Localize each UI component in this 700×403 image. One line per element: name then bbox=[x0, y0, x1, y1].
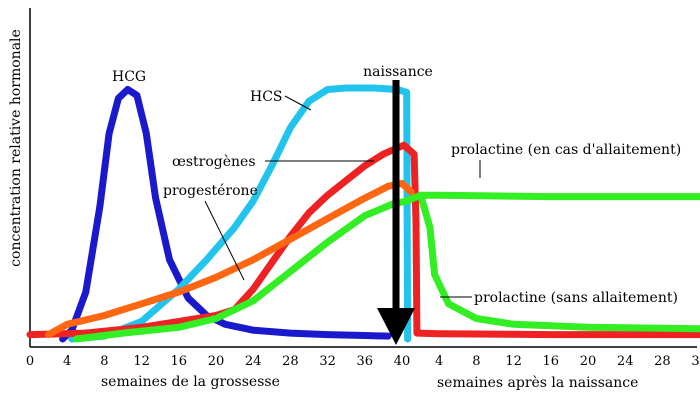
x-axis-label-pregnancy: semaines de la grossesse bbox=[101, 374, 280, 390]
birth-arrow bbox=[377, 80, 415, 345]
pregnancy-tick-1: 4 bbox=[63, 354, 71, 369]
postpartum-tick-6: 28 bbox=[654, 354, 671, 369]
pregnancy-tick-7: 28 bbox=[282, 354, 299, 369]
pregnancy-tick-0: 0 bbox=[26, 354, 34, 369]
series-line-3 bbox=[45, 179, 415, 339]
pregnancy-tick-2: 8 bbox=[100, 354, 108, 369]
postpartum-tick-0: 4 bbox=[435, 354, 443, 369]
postpartum-tick-1: 8 bbox=[472, 354, 480, 369]
series-label-hcs: HCS bbox=[250, 89, 283, 105]
leader-progesterone bbox=[204, 200, 245, 281]
tick-layer: 0 4 8 12 16 20 24 28 32 36 40 4 8 12 16 20 24 28 32 bbox=[26, 354, 700, 369]
y-axis-label: concentration relative hormonale bbox=[8, 29, 24, 267]
series-line-5 bbox=[417, 191, 700, 333]
pregnancy-tick-10: 40 bbox=[394, 354, 411, 369]
pregnancy-tick-5: 20 bbox=[208, 354, 225, 369]
leader-hcs bbox=[284, 95, 312, 111]
series-label-hcg: HCG bbox=[112, 69, 146, 85]
series-line-0 bbox=[59, 86, 392, 343]
pregnancy-tick-3: 12 bbox=[133, 354, 150, 369]
birth-label: naissance bbox=[363, 64, 433, 80]
postpartum-tick-7: 32 bbox=[691, 354, 700, 369]
postpartum-tick-5: 24 bbox=[617, 354, 634, 369]
series-line-2 bbox=[26, 141, 700, 339]
pregnancy-tick-8: 32 bbox=[319, 354, 336, 369]
series-label-progesterone: progestérone bbox=[163, 183, 258, 199]
pregnancy-tick-4: 16 bbox=[171, 354, 188, 369]
pregnancy-tick-9: 36 bbox=[357, 354, 374, 369]
series-label-oestrogenes: œstrogènes bbox=[172, 154, 256, 170]
series-layer bbox=[26, 84, 700, 343]
postpartum-tick-3: 16 bbox=[543, 354, 560, 369]
series-line-1 bbox=[68, 84, 412, 343]
x-axis-label-postpartum: semaines après la naissance bbox=[437, 375, 638, 391]
pregnancy-tick-6: 24 bbox=[245, 354, 262, 369]
series-label-prolactine-sans: prolactine (sans allaitement) bbox=[474, 290, 678, 306]
series-line-4 bbox=[73, 191, 700, 343]
postpartum-tick-4: 20 bbox=[580, 354, 597, 369]
postpartum-tick-2: 12 bbox=[505, 354, 522, 369]
series-label-prolactine-allaitement: prolactine (en cas d'allaitement) bbox=[451, 142, 681, 158]
